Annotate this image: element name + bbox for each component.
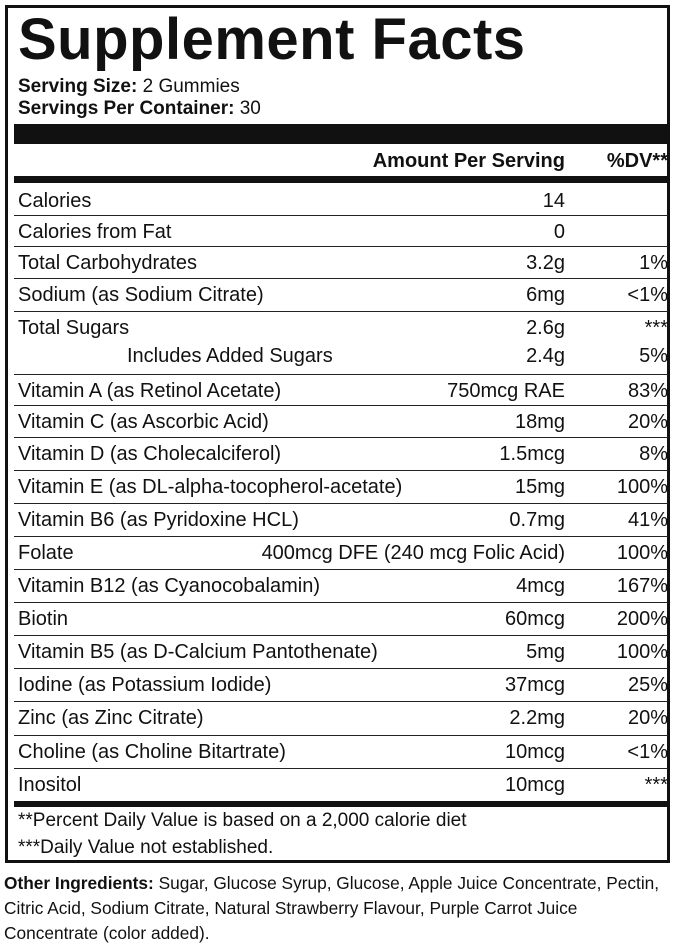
nutrient-name: Folate [18, 542, 74, 564]
nutrient-name: Vitamin A (as Retinol Acetate) [18, 380, 282, 402]
panel-title: Supplement Facts [18, 7, 526, 72]
nutrient-row: Vitamin E (as DL-alpha-tocopherol-acetat… [14, 471, 668, 504]
nutrient-row: Calories 14 [14, 185, 668, 216]
nutrient-dv: *** [644, 774, 668, 796]
nutrient-row: Choline (as Choline Bitartrate) 10mcg <1% [14, 736, 668, 769]
nutrient-row: Folate 400mcg DFE (240 mcg Folic Acid) 100… [14, 537, 668, 570]
nutrient-row: Calories from Fat 0 [14, 216, 668, 247]
nutrient-row: Vitamin A (as Retinol Acetate) 750mcg RAE… [14, 375, 668, 406]
header-divider [14, 176, 668, 183]
nutrient-dv: 200% [616, 608, 668, 630]
nutrient-dv: 20% [627, 707, 668, 729]
nutrient-amount: 400mcg DFE (240 mcg Folic Acid) [261, 542, 565, 564]
nutrient-name: Vitamin D (as Cholecalciferol) [18, 443, 282, 465]
nutrient-name: Sodium (as Sodium Citrate) [18, 284, 264, 306]
not-established-footnote: ***Daily Value not established. [18, 837, 274, 858]
amount-header: Amount Per Serving [372, 150, 565, 172]
nutrient-dv: 41% [627, 509, 668, 531]
serving-size-label: Serving Size: [18, 76, 138, 97]
nutrient-amount: 10mcg [504, 774, 565, 796]
nutrient-dv: <1% [627, 741, 668, 763]
nutrient-dv: *** [644, 317, 668, 339]
nutrient-row: Zinc (as Zinc Citrate) 2.2mg 20% [14, 702, 668, 736]
nutrient-name: Calories [18, 190, 92, 212]
nutrient-amount: 37mcg [504, 674, 565, 696]
servings-per-container-value: 30 [234, 98, 261, 119]
nutrient-dv: 83% [627, 380, 668, 402]
nutrient-row: Vitamin C (as Ascorbic Acid) 18mg 20% [14, 406, 668, 438]
nutrient-amount: 3.2g [526, 252, 565, 274]
nutrient-row: Total Sugars 2.6g *** Includes Added Sugars… [14, 312, 668, 375]
ingredients-label: Other Ingredients: [4, 873, 154, 893]
servings-per-container-label: Servings Per Container: [18, 98, 235, 119]
ingredients-text: Sugar, Glucose Syrup, Glucose, Apple Jui… [4, 873, 660, 943]
nutrient-amount: 0 [553, 221, 565, 243]
nutrient-amount: 2.2mg [509, 707, 565, 729]
nutrient-amount: 2.6g [526, 317, 565, 339]
nutrient-row: Vitamin B12 (as Cyanocobalamin) 4mcg 167% [14, 570, 668, 603]
footer-divider [14, 801, 668, 807]
nutrient-amount: 0.7mg [509, 509, 565, 531]
nutrient-name: Iodine (as Potassium Iodide) [18, 674, 272, 696]
nutrient-name: Vitamin B6 (as Pyridoxine HCL) [18, 509, 299, 531]
nutrient-name: Vitamin B12 (as Cyanocobalamin) [18, 575, 321, 597]
nutrient-name: Biotin [18, 608, 69, 630]
nutrient-dv: 1% [639, 252, 668, 274]
serving-size-value: 2 Gummies [137, 76, 240, 97]
nutrient-name: Zinc (as Zinc Citrate) [18, 707, 204, 729]
nutrient-row: Total Carbohydrates 3.2g 1% [14, 247, 668, 279]
nutrient-name: Choline (as Choline Bitartrate) [18, 741, 286, 763]
nutrient-amount: 750mcg RAE [447, 380, 565, 402]
thick-divider [14, 124, 668, 144]
serving-size: Serving Size: 2 Gummies [18, 76, 240, 98]
nutrient-name: Inositol [18, 774, 82, 796]
nutrient-row: Vitamin B5 (as D-Calcium Pantothenate) 5m… [14, 636, 668, 669]
nutrient-dv: 8% [639, 443, 668, 465]
nutrient-dv: 20% [627, 411, 668, 433]
nutrient-row: Vitamin B6 (as Pyridoxine HCL) 0.7mg 41% [14, 504, 668, 537]
nutrient-amount: 4mcg [516, 575, 565, 597]
nutrient-amount: 60mcg [504, 608, 565, 630]
nutrient-dv: 100% [616, 542, 668, 564]
other-ingredients: Other Ingredients: Sugar, Glucose Syrup,… [4, 871, 674, 946]
nutrient-dv: 167% [616, 575, 668, 597]
nutrient-name: Vitamin C (as Ascorbic Acid) [18, 411, 269, 433]
nutrient-table: Calories 14 Calories from Fat 0 Total Carboh… [14, 185, 668, 801]
nutrient-amount: 6mg [526, 284, 565, 306]
column-header: Amount Per Serving %DV** [14, 148, 668, 176]
nutrient-name: Total Sugars [18, 317, 130, 339]
nutrient-amount: 14 [542, 190, 565, 212]
nutrient-name: Total Carbohydrates [18, 252, 197, 274]
servings-per-container: Servings Per Container: 30 [18, 98, 261, 120]
nutrient-dv: 100% [616, 476, 668, 498]
nutrient-row: Iodine (as Potassium Iodide) 37mcg 25% [14, 669, 668, 702]
nutrient-amount: 10mcg [504, 741, 565, 763]
nutrient-row: Sodium (as Sodium Citrate) 6mg <1% [14, 279, 668, 312]
nutrient-dv: 100% [616, 641, 668, 663]
nutrient-amount: 18mg [514, 411, 565, 433]
nutrient-dv: <1% [627, 284, 668, 306]
dv-footnote: **Percent Daily Value is based on a 2,00… [18, 810, 467, 831]
nutrient-amount: 5mg [526, 641, 565, 663]
nutrient-row: Vitamin D (as Cholecalciferol) 1.5mcg 8% [14, 438, 668, 471]
nutrient-dv: 25% [627, 674, 668, 696]
supplement-facts-panel: Supplement Facts Serving Size: 2 Gummies… [5, 5, 670, 863]
nutrient-name: Calories from Fat [18, 221, 172, 243]
sub-nutrient-amount: 2.4g [526, 345, 565, 367]
nutrient-amount: 1.5mcg [499, 443, 565, 465]
nutrient-row: Biotin 60mcg 200% [14, 603, 668, 636]
nutrient-name: Vitamin B5 (as D-Calcium Pantothenate) [18, 641, 378, 663]
nutrient-row: Inositol 10mcg *** [14, 769, 668, 801]
nutrient-amount: 15mg [514, 476, 565, 498]
nutrient-name: Vitamin E (as DL-alpha-tocopherol-acetat… [18, 476, 403, 498]
sub-nutrient-name: Includes Added Sugars [127, 345, 333, 367]
sub-nutrient-dv: 5% [639, 345, 668, 367]
dv-header: %DV** [606, 150, 668, 172]
